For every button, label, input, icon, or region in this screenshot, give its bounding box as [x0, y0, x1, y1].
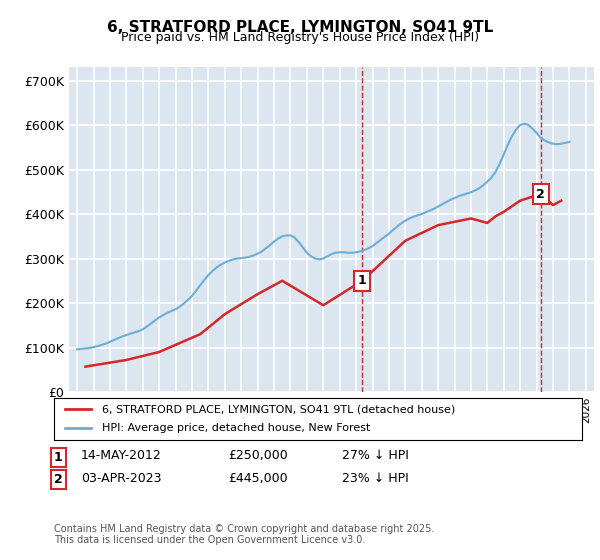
- Text: Price paid vs. HM Land Registry's House Price Index (HPI): Price paid vs. HM Land Registry's House …: [121, 31, 479, 44]
- Text: 14-MAY-2012: 14-MAY-2012: [81, 449, 162, 462]
- Text: 6, STRATFORD PLACE, LYMINGTON, SO41 9TL (detached house): 6, STRATFORD PLACE, LYMINGTON, SO41 9TL …: [101, 404, 455, 414]
- Text: 27% ↓ HPI: 27% ↓ HPI: [342, 449, 409, 462]
- Text: 1: 1: [54, 451, 63, 464]
- Text: 2: 2: [536, 188, 545, 200]
- Text: 2: 2: [54, 473, 63, 486]
- Text: HPI: Average price, detached house, New Forest: HPI: Average price, detached house, New …: [101, 423, 370, 433]
- Text: 23% ↓ HPI: 23% ↓ HPI: [342, 472, 409, 484]
- Text: £250,000: £250,000: [228, 449, 288, 462]
- Text: 1: 1: [358, 274, 367, 287]
- Text: Contains HM Land Registry data © Crown copyright and database right 2025.
This d: Contains HM Land Registry data © Crown c…: [54, 524, 434, 545]
- Text: 6, STRATFORD PLACE, LYMINGTON, SO41 9TL: 6, STRATFORD PLACE, LYMINGTON, SO41 9TL: [107, 20, 493, 35]
- Text: 03-APR-2023: 03-APR-2023: [81, 472, 161, 484]
- Text: £445,000: £445,000: [228, 472, 287, 484]
